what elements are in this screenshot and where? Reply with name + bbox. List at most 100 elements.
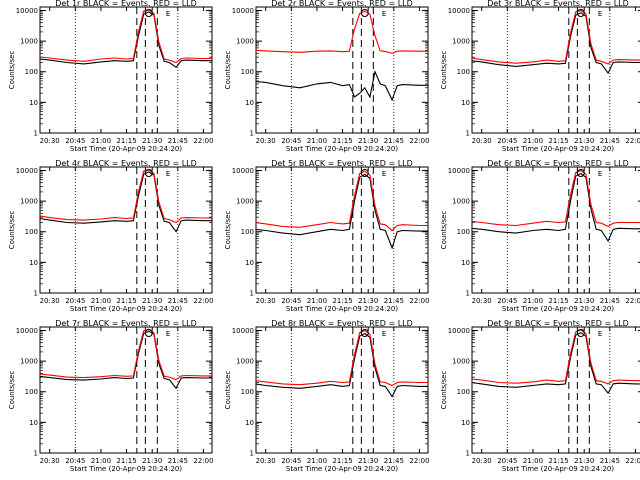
y-tick-label: 1000 — [236, 38, 254, 46]
x-tick-label: 20:45 — [281, 137, 301, 145]
x-tick-label: 21:30 — [142, 297, 162, 305]
x-tick-label: 20:45 — [65, 137, 85, 145]
x-tick-label: 22:00 — [625, 137, 640, 145]
x-tick-label: 22:00 — [193, 297, 213, 305]
y-tick-label: 1 — [466, 450, 470, 458]
x-tick-label: 22:00 — [193, 137, 213, 145]
x-tick-label: 20:30 — [472, 457, 492, 465]
x-tick-label: 21:30 — [358, 297, 378, 305]
x-tick-label: 21:15 — [116, 137, 136, 145]
y-tick-label: 10000 — [448, 167, 470, 175]
y-axis-label: Counts/sec — [224, 51, 232, 90]
x-tick-label: 21:45 — [600, 137, 620, 145]
series-line-events — [39, 11, 212, 69]
panel-title: Det 8r BLACK = Events, RED = LLD — [271, 319, 413, 328]
y-tick-label: 1000 — [20, 38, 38, 46]
panel-title: Det 4r BLACK = Events, RED = LLD — [55, 159, 197, 168]
x-tick-label: 21:30 — [574, 297, 594, 305]
x-tick-label: 20:45 — [281, 457, 301, 465]
x-axis-label: Start Time (20-Apr-09 20:24:20) — [502, 305, 614, 313]
y-tick-label: 10 — [29, 419, 38, 427]
y-tick-label: 1000 — [452, 38, 470, 46]
plot-frame — [39, 326, 213, 454]
x-tick-label: 20:45 — [281, 297, 301, 305]
plot-frame — [255, 166, 429, 294]
series-line-lld — [471, 9, 640, 65]
series-line-lld — [255, 329, 428, 387]
x-tick-label: 20:30 — [40, 457, 60, 465]
y-tick-label: 10 — [461, 259, 470, 267]
y-tick-label: 100 — [25, 68, 38, 76]
x-axis-label: Start Time (20-Apr-09 20:24:20) — [502, 465, 614, 473]
x-tick-label: 21:45 — [384, 137, 404, 145]
x-tick-label: 22:00 — [409, 137, 429, 145]
annotation-circle — [360, 9, 369, 17]
y-tick-label: 1 — [250, 290, 254, 298]
panel-title: Det 9r BLACK = Events, RED = LLD — [487, 319, 629, 328]
y-tick-label: 10000 — [232, 7, 254, 15]
y-tick-label: 100 — [25, 228, 38, 236]
x-tick-label: 21:15 — [332, 457, 352, 465]
y-tick-label: 10 — [29, 259, 38, 267]
annotation-e: E — [382, 170, 386, 178]
y-tick-label: 1 — [250, 450, 254, 458]
annotation-e: E — [598, 330, 602, 338]
x-tick-label: 21:15 — [332, 297, 352, 305]
panel-det-9: Det 9r BLACK = Events, RED = LLD 20:30 20:… — [440, 319, 640, 473]
annotation-e: E — [598, 170, 602, 178]
panel-title: Det 3r BLACK = Events, RED = LLD — [487, 0, 629, 8]
y-axis-label: Counts/sec — [8, 371, 16, 410]
y-tick-label: 10 — [461, 99, 470, 107]
x-tick-label: 22:00 — [409, 457, 429, 465]
annotation-e: E — [166, 170, 170, 178]
x-tick-label: 21:15 — [116, 297, 136, 305]
annotation-e: E — [598, 10, 602, 18]
x-axis-label: Start Time (20-Apr-09 20:24:20) — [286, 465, 398, 473]
series-line-lld — [39, 328, 212, 381]
y-tick-label: 10000 — [448, 7, 470, 15]
x-tick-label: 21:45 — [384, 457, 404, 465]
x-tick-label: 20:45 — [497, 297, 517, 305]
plot-frame — [39, 166, 213, 294]
y-tick-label: 10 — [245, 259, 254, 267]
series-line-lld — [255, 10, 428, 54]
y-tick-label: 1 — [466, 130, 470, 138]
y-axis-label: Counts/sec — [8, 211, 16, 250]
y-axis-label: Counts/sec — [8, 51, 16, 90]
x-tick-label: 21:30 — [358, 137, 378, 145]
annotation-circle — [576, 329, 585, 337]
y-tick-label: 100 — [457, 68, 470, 76]
annotation-e: E — [382, 330, 386, 338]
y-tick-label: 100 — [457, 388, 470, 396]
y-tick-label: 1 — [34, 290, 38, 298]
panel-det-7: Det 7r BLACK = Events, RED = LLD 20:30 20:… — [8, 319, 214, 473]
y-tick-label: 100 — [241, 388, 254, 396]
annotation-circle — [144, 9, 153, 17]
plot-frame — [255, 6, 429, 134]
x-tick-label: 20:30 — [256, 457, 276, 465]
panel-det-2: Det 2r BLACK = Events, RED = LLD 20:30 20:… — [224, 0, 430, 153]
x-tick-label: 21:45 — [168, 137, 188, 145]
panel-title: Det 1r BLACK = Events, RED = LLD — [55, 0, 197, 8]
x-tick-label: 21:15 — [116, 457, 136, 465]
annotation-e: E — [166, 330, 170, 338]
panel-title: Det 7r BLACK = Events, RED = LLD — [55, 319, 197, 328]
y-tick-label: 1000 — [452, 198, 470, 206]
y-axis-label: Counts/sec — [224, 211, 232, 250]
x-tick-label: 21:00 — [523, 457, 543, 465]
y-tick-label: 10000 — [16, 7, 38, 15]
series-line-events — [255, 173, 428, 250]
series-line-lld — [471, 329, 640, 385]
series-line-events — [39, 330, 212, 390]
y-axis-label: Counts/sec — [440, 51, 448, 90]
x-tick-label: 22:00 — [409, 297, 429, 305]
x-tick-label: 21:45 — [384, 297, 404, 305]
x-tick-label: 21:00 — [307, 297, 327, 305]
x-tick-label: 20:30 — [472, 137, 492, 145]
y-tick-label: 1 — [34, 450, 38, 458]
x-axis-label: Start Time (20-Apr-09 20:24:20) — [70, 305, 182, 313]
x-tick-label: 21:45 — [600, 297, 620, 305]
x-tick-label: 21:00 — [523, 137, 543, 145]
x-tick-label: 21:15 — [332, 137, 352, 145]
series-line-lld — [255, 170, 428, 232]
